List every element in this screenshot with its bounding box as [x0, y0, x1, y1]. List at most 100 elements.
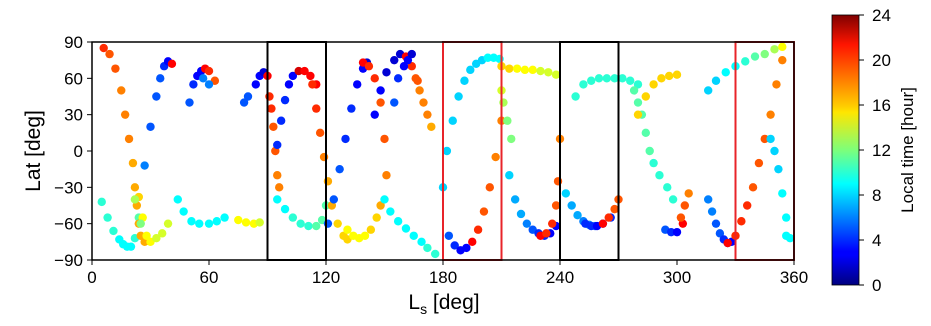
data-point [364, 62, 374, 71]
data-point [370, 74, 379, 83]
data-point [704, 86, 713, 95]
data-point [126, 242, 136, 251]
data-point [444, 231, 454, 240]
x-tick-label: 0 [87, 268, 96, 287]
data-point [766, 134, 775, 144]
data-point [542, 229, 551, 238]
data-point [393, 217, 403, 226]
data-point [665, 71, 674, 81]
data-point [185, 98, 194, 107]
data-point [516, 209, 526, 219]
data-point [390, 55, 399, 65]
data-point [485, 183, 494, 192]
data-point [308, 80, 317, 89]
y-tick-label: 90 [64, 33, 83, 52]
data-point [666, 227, 676, 237]
data-point [335, 164, 344, 174]
data-point [715, 229, 725, 238]
data-point [587, 76, 596, 85]
data-point [300, 66, 309, 76]
data-point [99, 43, 108, 53]
data-point [124, 134, 134, 144]
data-point [505, 171, 514, 180]
y-tick-label: −90 [54, 251, 83, 270]
data-point [273, 171, 282, 180]
data-point [579, 80, 588, 89]
data-point [604, 213, 613, 222]
data-point [382, 68, 391, 77]
data-point [179, 207, 188, 216]
data-point [267, 104, 276, 113]
data-point [468, 237, 477, 247]
data-point [626, 76, 635, 85]
data-point [629, 86, 639, 95]
data-point [220, 213, 229, 222]
data-point [411, 74, 420, 83]
data-point [280, 204, 290, 214]
data-point [551, 70, 561, 79]
data-point [587, 221, 596, 231]
data-point [204, 219, 214, 228]
data-point [442, 146, 452, 156]
data-point [163, 219, 173, 228]
x-axis-ticks: 0 60 120 180 240 300 360 [87, 260, 808, 287]
data-point [306, 71, 315, 81]
data-point [280, 95, 290, 105]
data-point [198, 74, 208, 83]
data-point [672, 70, 682, 79]
data-point [370, 110, 379, 119]
data-point [407, 62, 416, 71]
data-point [167, 59, 177, 68]
data-point [750, 52, 760, 61]
data-point [737, 217, 746, 226]
data-point [711, 76, 721, 85]
data-point [633, 80, 643, 89]
data-point [778, 55, 787, 65]
data-point [782, 213, 791, 222]
data-point [602, 74, 611, 83]
data-point [241, 218, 251, 227]
y-tick-label: −30 [54, 178, 83, 197]
data-point [288, 71, 298, 81]
data-point [423, 243, 432, 253]
data-point [341, 134, 350, 144]
data-point [680, 201, 689, 210]
x-tick-label: 120 [312, 268, 340, 287]
data-point [312, 221, 321, 231]
data-point [251, 80, 260, 89]
data-point [152, 234, 161, 243]
y-tick-label: 60 [64, 69, 83, 88]
data-point [120, 110, 130, 119]
data-point [128, 158, 138, 168]
data-point [741, 57, 750, 66]
data-point [333, 219, 342, 228]
data-point [743, 201, 752, 210]
colorbar-tick-label: 16 [872, 96, 891, 115]
data-point [407, 49, 416, 59]
data-point [766, 110, 775, 119]
data-point [655, 171, 664, 180]
data-point [633, 110, 643, 119]
data-point [142, 231, 151, 240]
data-point [415, 86, 424, 95]
data-point [668, 195, 678, 204]
data-point [633, 98, 643, 107]
data-point [304, 221, 313, 231]
data-point [610, 204, 619, 214]
data-point [544, 68, 553, 77]
data-point [676, 213, 686, 222]
data-point [312, 104, 321, 113]
data-point [551, 201, 561, 210]
data-point [187, 217, 196, 226]
data-point [507, 134, 516, 144]
data-point [479, 207, 489, 216]
x-tick-label: 60 [200, 268, 219, 287]
data-point [423, 110, 432, 119]
y-axis-ticks: 90 60 30 0 −30 −60 −90 [54, 33, 92, 270]
data-point [770, 45, 779, 54]
data-point [152, 92, 161, 101]
data-point [136, 231, 145, 240]
data-point [548, 219, 557, 228]
data-point [109, 226, 118, 236]
data-point [103, 213, 112, 222]
